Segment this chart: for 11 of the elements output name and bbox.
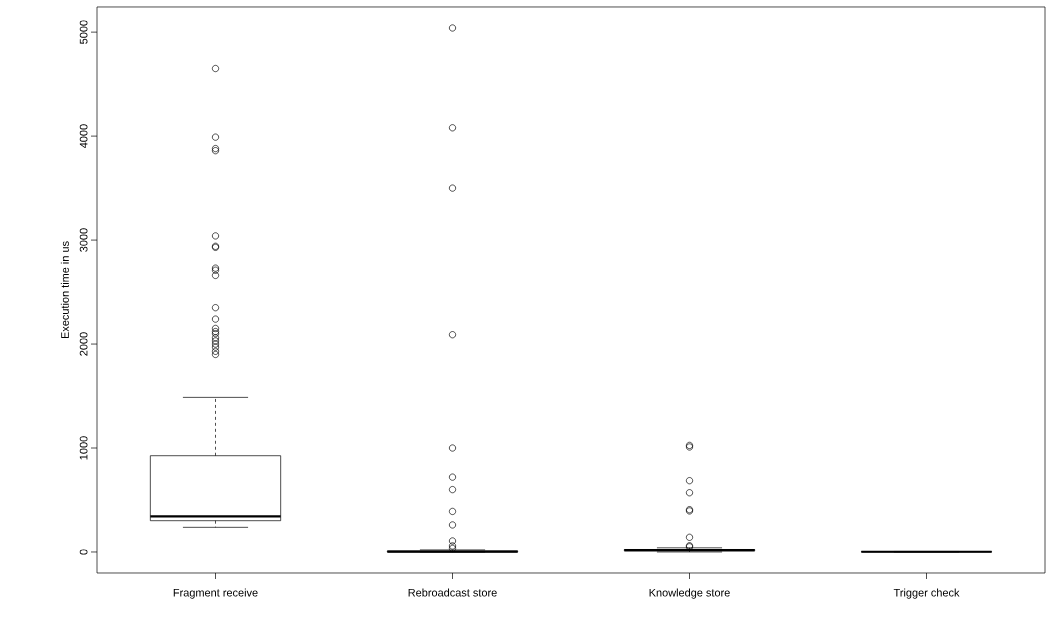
x-tick-label: Trigger check: [893, 588, 960, 599]
y-tick-label: 1000: [79, 436, 88, 460]
y-tick-label: 2000: [79, 332, 88, 356]
y-tick-label: 4000: [79, 124, 88, 149]
y-tick-label: 0: [79, 549, 88, 555]
y-axis-title: Execution time in us: [60, 241, 69, 339]
x-tick-label: Knowledge store: [649, 588, 730, 599]
y-tick-label: 3000: [79, 228, 88, 252]
y-tick-label: 5000: [79, 20, 88, 44]
x-tick-label: Rebroadcast store: [408, 588, 497, 597]
x-tick-label: Fragment receive: [173, 588, 258, 599]
